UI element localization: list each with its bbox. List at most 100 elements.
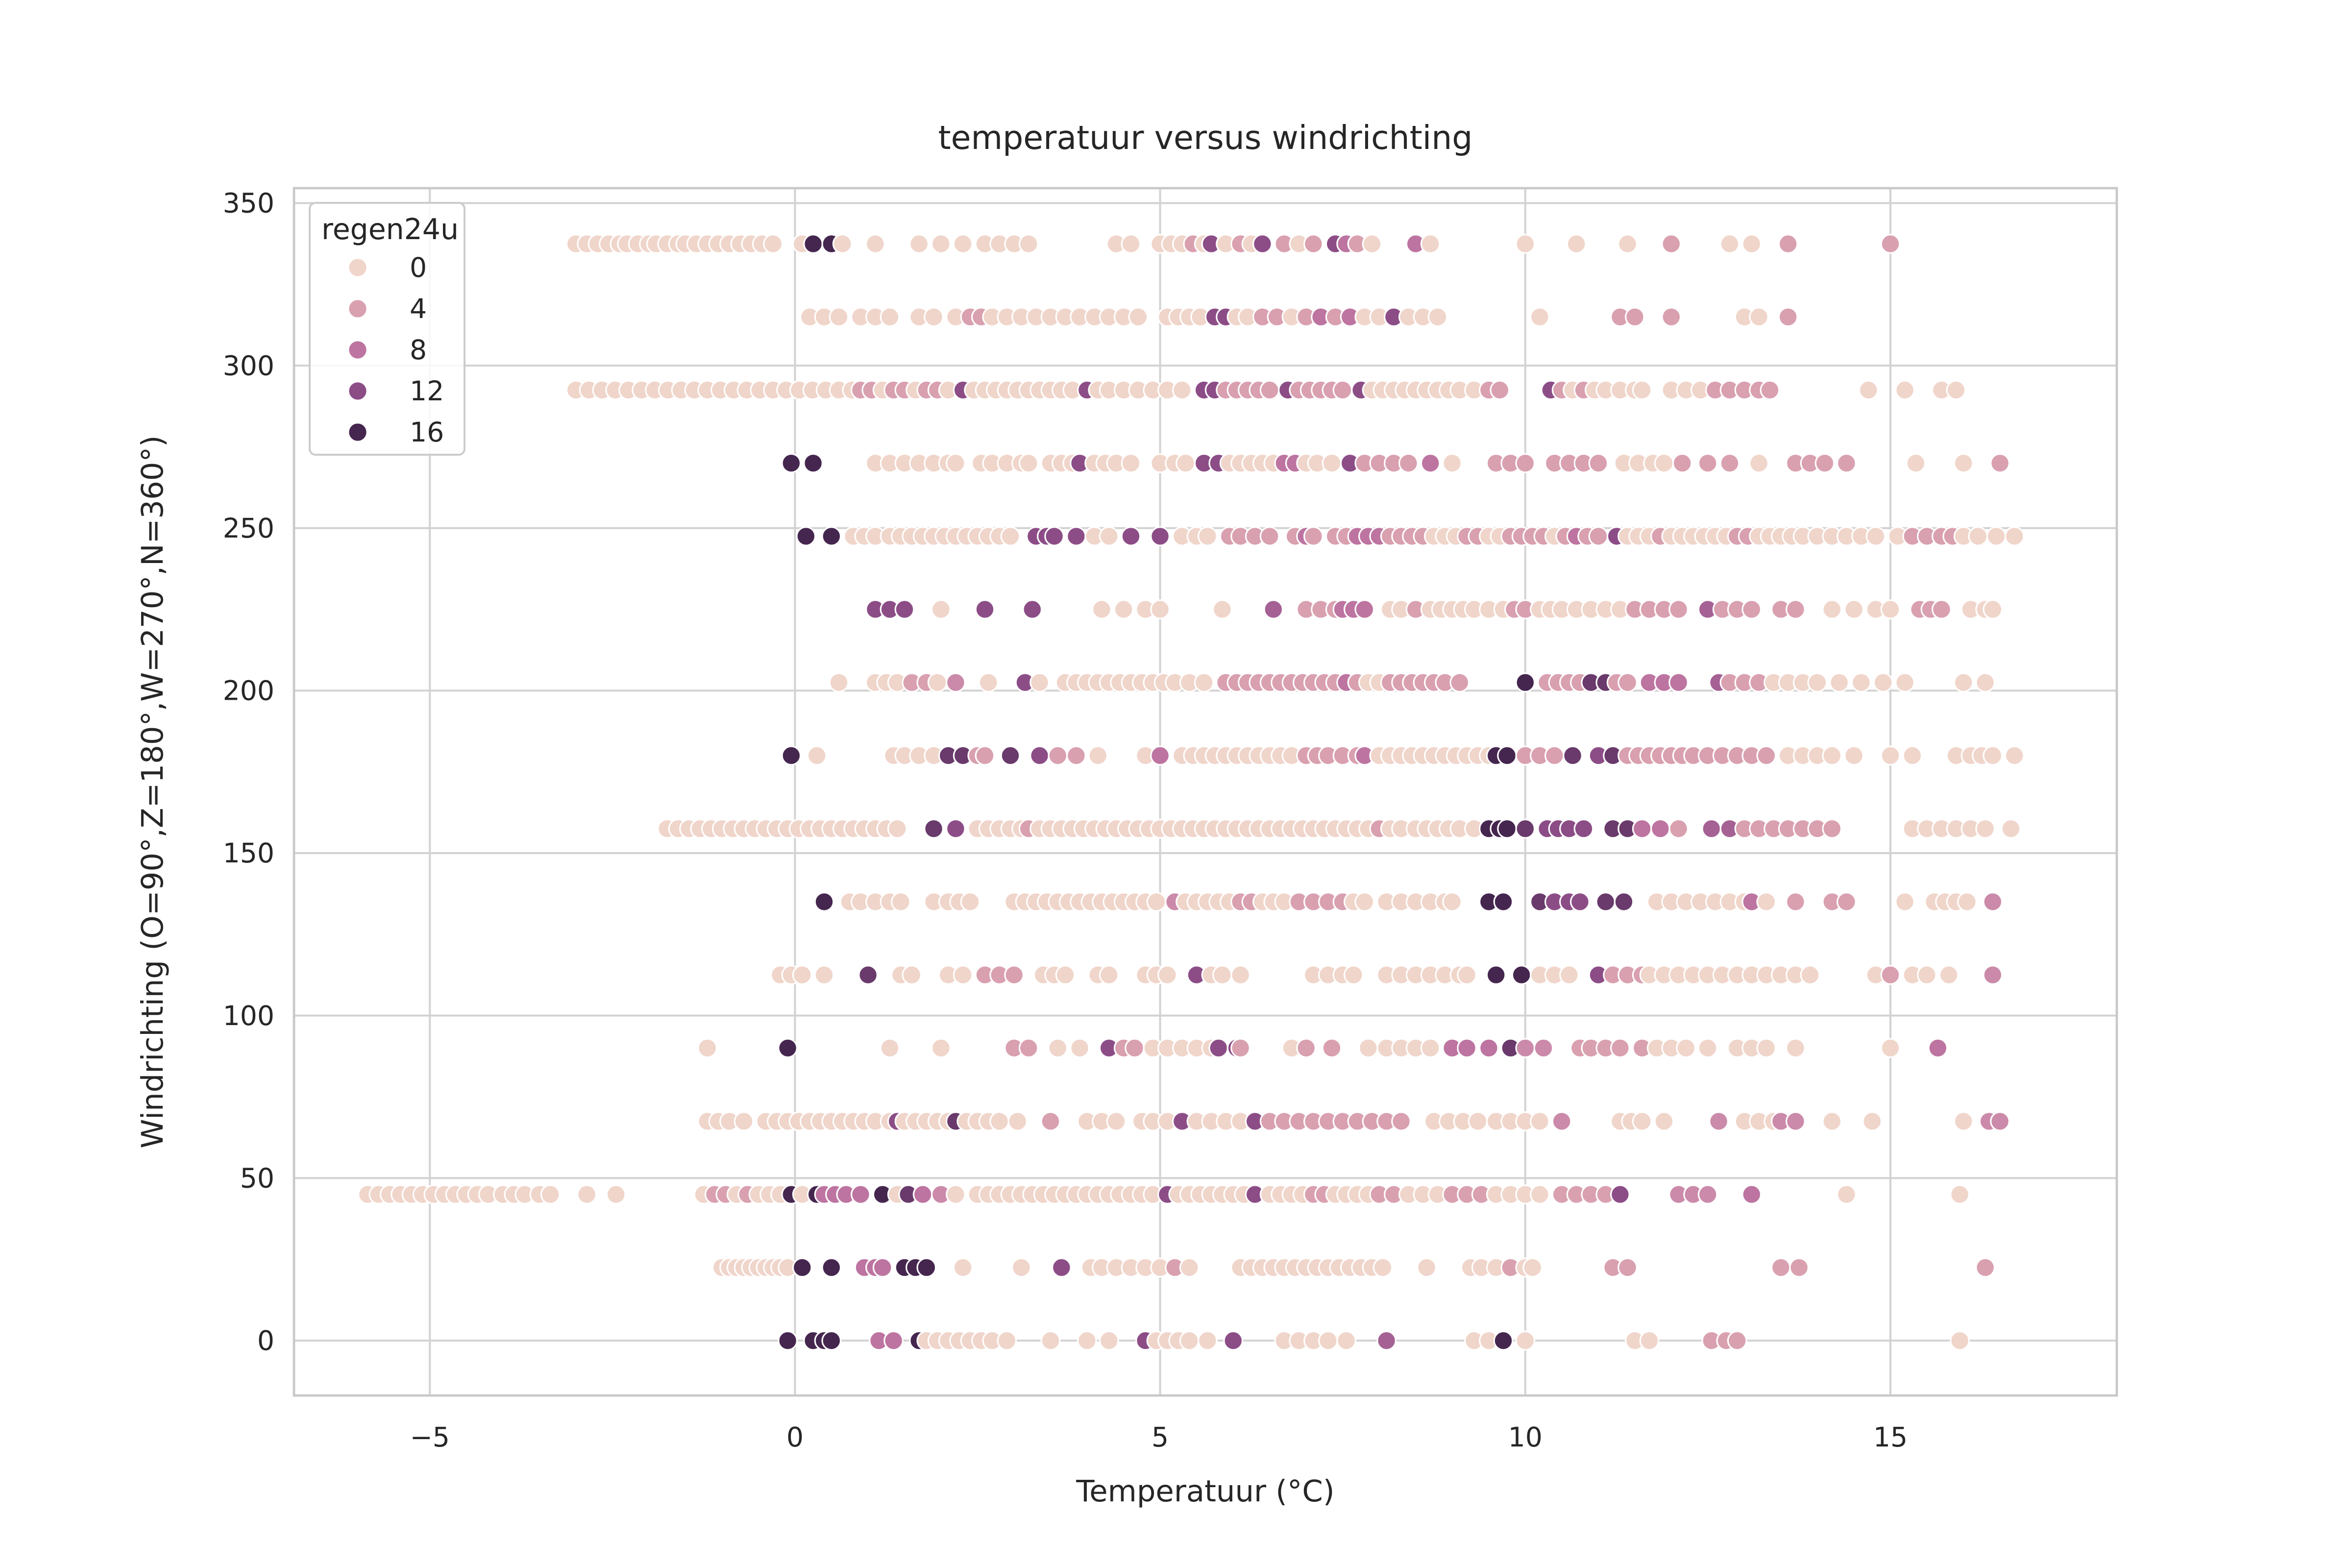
data-point <box>1814 453 1835 473</box>
data-point <box>1457 965 1477 985</box>
data-point <box>1150 526 1171 546</box>
data-point <box>2001 818 2021 839</box>
data-point <box>1303 526 1323 546</box>
data-point <box>1223 1330 1244 1351</box>
data-point <box>2004 526 2025 546</box>
data-point <box>1617 234 1638 254</box>
data-point <box>953 1257 973 1278</box>
data-point <box>1785 1111 1806 1131</box>
data-point <box>1895 891 1915 912</box>
data-point <box>1128 307 1149 327</box>
data-point <box>1146 891 1167 912</box>
data-point <box>1000 745 1021 766</box>
data-point <box>1018 453 1039 473</box>
data-point <box>1121 234 1141 254</box>
data-point <box>1022 599 1043 619</box>
data-point <box>1091 599 1112 619</box>
data-point <box>1493 891 1514 912</box>
data-point <box>1417 1257 1437 1278</box>
data-point <box>1661 307 1682 327</box>
data-point <box>1836 453 1857 473</box>
data-point <box>924 818 944 839</box>
data-point <box>1563 745 1583 766</box>
data-point <box>814 891 834 912</box>
data-point <box>1179 1257 1200 1278</box>
data-point <box>1632 1111 1652 1131</box>
data-point <box>1614 891 1634 912</box>
data-point <box>1296 1038 1317 1058</box>
x-axis-label: Temperatuur (°C) <box>1076 1474 1334 1509</box>
y-tick-label: 100 <box>223 1001 274 1032</box>
data-point <box>1975 818 1996 839</box>
data-point <box>1756 1038 1777 1058</box>
data-point <box>880 1038 900 1058</box>
data-point <box>1106 1111 1127 1131</box>
legend-item-label: 4 <box>410 294 427 325</box>
data-point <box>1778 307 1798 327</box>
data-point <box>1727 1330 1747 1351</box>
data-point <box>1121 453 1141 473</box>
data-point <box>894 599 915 619</box>
data-point <box>1946 380 1966 400</box>
data-point <box>945 1184 966 1205</box>
data-point <box>960 891 980 912</box>
data-point <box>1880 965 1901 985</box>
data-point <box>1906 453 1926 473</box>
data-point <box>989 1111 1009 1131</box>
y-tick-label: 300 <box>223 350 274 382</box>
data-point <box>1858 380 1879 400</box>
data-point <box>1000 526 1021 546</box>
data-point <box>803 453 823 473</box>
data-point <box>1953 672 1974 693</box>
data-point <box>832 234 853 254</box>
data-point <box>1668 672 1689 693</box>
data-point <box>1354 599 1375 619</box>
data-point <box>1975 1257 1996 1278</box>
data-point <box>1478 1038 1499 1058</box>
data-point <box>1522 1257 1543 1278</box>
data-point <box>1468 1111 1488 1131</box>
data-point <box>890 891 911 912</box>
data-point <box>1829 672 1850 693</box>
data-point <box>1928 1038 1948 1058</box>
data-point <box>734 1111 754 1131</box>
data-point <box>1668 599 1689 619</box>
y-tick-label: 150 <box>223 838 274 869</box>
data-point <box>1789 1257 1810 1278</box>
data-point <box>997 1330 1017 1351</box>
data-point <box>1654 453 1674 473</box>
data-point <box>858 965 878 985</box>
data-point <box>1983 891 2003 912</box>
data-point <box>1701 818 1722 839</box>
data-point <box>829 307 849 327</box>
data-point <box>1632 818 1652 839</box>
data-point <box>1617 1257 1638 1278</box>
data-point <box>1566 234 1587 254</box>
y-tick-label: 50 <box>240 1163 274 1194</box>
data-point <box>1125 1038 1145 1058</box>
data-point <box>931 234 951 254</box>
data-point <box>1457 1038 1477 1058</box>
data-point <box>1259 526 1280 546</box>
legend-swatch <box>348 340 368 360</box>
data-point <box>807 745 827 766</box>
data-point <box>1398 453 1419 473</box>
data-point <box>1822 745 1842 766</box>
data-point <box>1259 380 1280 400</box>
data-point <box>1551 1111 1572 1131</box>
data-point <box>1785 599 1806 619</box>
data-point <box>1252 234 1273 254</box>
data-point <box>1983 599 2003 619</box>
data-point <box>1851 672 1871 693</box>
data-point <box>1040 1330 1061 1351</box>
data-point <box>1785 891 1806 912</box>
axes-frame <box>293 187 2118 1397</box>
data-point <box>1529 1111 1550 1131</box>
data-point <box>1529 307 1550 327</box>
data-point <box>792 1257 812 1278</box>
data-point <box>1358 1038 1378 1058</box>
data-point <box>1676 1038 1696 1058</box>
data-point <box>1938 965 1959 985</box>
data-point <box>821 1330 842 1351</box>
